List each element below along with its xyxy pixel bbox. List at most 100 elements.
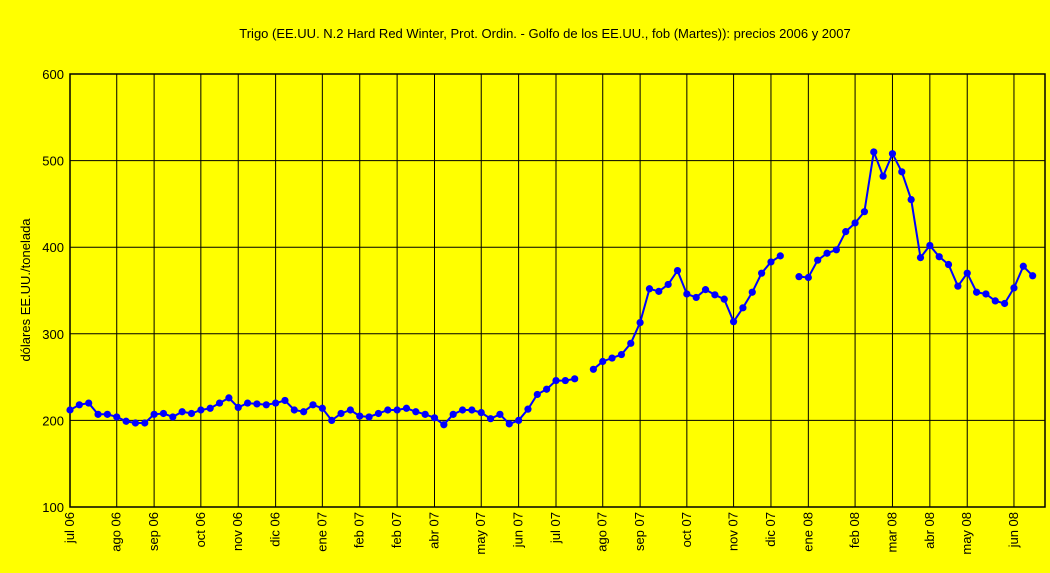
- x-tick-label: nov 07: [726, 512, 741, 551]
- data-point: [206, 404, 214, 412]
- data-point: [1010, 284, 1018, 292]
- data-point: [1029, 272, 1037, 280]
- y-axis-label: dólares EE.UU./tonelada: [18, 218, 33, 362]
- x-tick-label: dic 06: [268, 512, 283, 547]
- x-tick-label: sep 06: [146, 512, 161, 551]
- data-point: [758, 269, 766, 277]
- data-point: [440, 421, 448, 429]
- data-point: [515, 416, 523, 424]
- data-point: [141, 419, 149, 427]
- data-point: [720, 295, 728, 303]
- data-point: [346, 406, 354, 414]
- data-point: [701, 286, 710, 294]
- data-point: [430, 414, 439, 422]
- data-point: [842, 228, 850, 236]
- x-tick-label: nov 06: [230, 512, 245, 551]
- data-point: [963, 269, 971, 277]
- data-point: [234, 403, 242, 412]
- data-point: [972, 288, 981, 296]
- data-point: [131, 419, 140, 427]
- x-tick-label: oct 07: [679, 512, 694, 547]
- data-point: [711, 291, 719, 299]
- data-point: [739, 304, 747, 312]
- x-tick-label: sep 07: [632, 512, 647, 551]
- data-point: [729, 318, 738, 326]
- x-tick-label: jul 07: [548, 512, 563, 544]
- data-point: [309, 401, 317, 409]
- data-point: [421, 410, 429, 418]
- data-point: [767, 258, 775, 266]
- data-point: [113, 413, 121, 421]
- data-point: [935, 253, 943, 261]
- x-tick-label: mar 08: [884, 512, 899, 552]
- y-tick-label: 100: [42, 500, 64, 515]
- data-point: [243, 399, 252, 407]
- data-point: [888, 150, 897, 158]
- data-point: [272, 399, 280, 407]
- data-point: [524, 405, 532, 413]
- plot-frame: [69, 73, 1046, 508]
- x-tick-label: feb 08: [847, 512, 862, 548]
- data-point: [851, 219, 859, 227]
- y-tick-label: 600: [42, 67, 64, 82]
- x-tick-label: abr 07: [427, 512, 442, 549]
- data-point: [290, 406, 298, 414]
- data-point: [384, 406, 392, 414]
- data-point: [627, 339, 635, 347]
- x-tick-label: jun 07: [511, 512, 526, 548]
- data-point: [645, 285, 654, 293]
- data-point: [505, 420, 513, 428]
- x-tick-label: feb 07: [389, 512, 404, 548]
- data-point: [926, 241, 934, 250]
- data-point: [178, 408, 186, 416]
- x-tick-label: may 08: [959, 512, 974, 555]
- data-point: [365, 413, 373, 421]
- data-point: [458, 406, 467, 414]
- data-point: [225, 394, 233, 402]
- data-point: [85, 399, 93, 407]
- data-point: [832, 246, 840, 254]
- data-point: [655, 287, 663, 295]
- data-point: [795, 273, 803, 281]
- data-point: [477, 409, 485, 417]
- data-point: [486, 415, 495, 423]
- data-point: [664, 280, 672, 289]
- data-point: [561, 376, 569, 385]
- data-point: [608, 354, 616, 362]
- data-point: [262, 401, 270, 409]
- data-point: [159, 409, 168, 418]
- data-point: [692, 293, 700, 302]
- data-point: [589, 365, 597, 373]
- x-tick-label: jul 06: [62, 512, 77, 544]
- x-tick-label: ene 08: [800, 512, 815, 552]
- data-point: [860, 208, 869, 216]
- data-point: [197, 406, 205, 414]
- x-tick-label: ago 07: [595, 512, 610, 552]
- data-point: [402, 404, 411, 412]
- data-point: [281, 396, 289, 405]
- data-point: [533, 390, 541, 399]
- data-point: [673, 266, 682, 275]
- data-point: [879, 172, 887, 180]
- x-tick-label: ene 07: [314, 512, 329, 552]
- data-point: [571, 375, 579, 383]
- data-point: [412, 408, 420, 416]
- data-point: [122, 417, 130, 425]
- x-tick-label: abr 08: [922, 512, 937, 549]
- data-point: [814, 256, 822, 264]
- data-point: [748, 288, 756, 296]
- data-point: [169, 413, 177, 421]
- data-point: [804, 273, 812, 282]
- data-point: [393, 406, 401, 414]
- x-tick-label: ago 06: [109, 512, 124, 552]
- data-point: [982, 290, 990, 298]
- data-point: [823, 249, 831, 257]
- data-point: [66, 406, 74, 414]
- data-point: [253, 400, 261, 408]
- data-point: [337, 409, 345, 418]
- data-point: [1001, 299, 1009, 308]
- data-point: [1019, 262, 1027, 270]
- data-point: [468, 406, 476, 414]
